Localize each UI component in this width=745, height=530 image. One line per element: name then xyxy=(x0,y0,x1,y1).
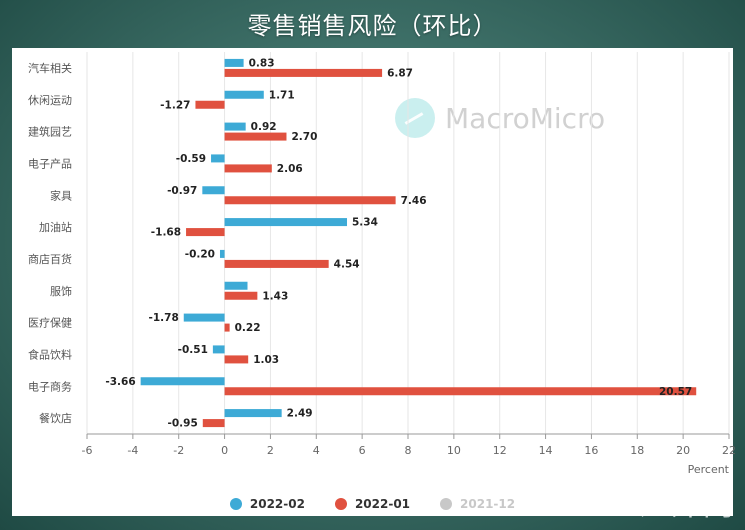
bar-2022-01 xyxy=(224,355,249,364)
bar-2022-01 xyxy=(224,387,697,396)
bar-2022-01 xyxy=(224,291,258,300)
bar-2022-02 xyxy=(224,122,246,131)
legend-label-2022-01: 2022-01 xyxy=(354,497,411,511)
chart-title: 零售销售风险（环比） xyxy=(247,12,498,40)
category-label: 加油站 xyxy=(39,220,72,234)
data-label: 1.71 xyxy=(269,89,295,101)
category-label: 餐饮店 xyxy=(39,411,72,425)
bar-2022-01 xyxy=(224,164,272,173)
data-label: -0.97 xyxy=(167,185,197,197)
data-label: 0.92 xyxy=(251,121,277,133)
legend-item-2022-01[interactable]: 2022-01 xyxy=(334,497,411,511)
data-label: 2.70 xyxy=(291,131,317,143)
bar-2022-01 xyxy=(224,323,230,332)
category-label: 电子产品 xyxy=(28,156,72,170)
data-label: -1.68 xyxy=(151,227,181,239)
category-label: 汽车相关 xyxy=(28,61,72,75)
category-label: 休闲运动 xyxy=(28,93,72,107)
category-label: 食品饮料 xyxy=(28,347,72,361)
data-label: 2.06 xyxy=(277,163,303,175)
bar-2022-02 xyxy=(224,58,244,67)
legend-dot-2021-12 xyxy=(440,498,453,510)
legend-item-2021-12[interactable]: 2021-12 xyxy=(440,497,515,511)
x-tick-label: 20 xyxy=(676,444,690,457)
macromicro-watermark: MacroMicro xyxy=(395,98,605,138)
bar-2022-02 xyxy=(140,377,225,386)
bar-2022-02 xyxy=(183,313,225,322)
bar-2022-01 xyxy=(224,68,383,77)
category-label: 建筑园艺 xyxy=(28,125,72,139)
data-label: -0.51 xyxy=(178,344,208,356)
bar-2022-02 xyxy=(202,186,225,195)
watermark-text: MacroMicro xyxy=(445,101,606,135)
category-label: 电子商务 xyxy=(28,379,72,393)
data-label: 0.22 xyxy=(235,322,261,334)
category-label: 医疗保健 xyxy=(28,316,72,330)
x-tick-label: 12 xyxy=(493,444,507,457)
bar-2022-01 xyxy=(224,259,329,268)
data-label: 4.54 xyxy=(334,258,360,270)
data-label: 1.03 xyxy=(253,354,279,366)
x-tick-label: -6 xyxy=(82,444,93,457)
category-label: 家具 xyxy=(50,188,72,202)
data-label: 0.83 xyxy=(249,57,275,69)
bar-2022-01 xyxy=(195,100,225,109)
bar-2022-01 xyxy=(224,132,287,141)
data-label: 7.46 xyxy=(401,195,427,207)
x-tick-label: 2 xyxy=(267,444,274,457)
legend-dot-2022-02 xyxy=(229,498,242,510)
data-label: -0.95 xyxy=(168,418,198,430)
bar-2022-01 xyxy=(224,196,396,205)
x-tick-label: 8 xyxy=(405,444,412,457)
data-label: -1.27 xyxy=(160,99,190,111)
x-tick-label: 6 xyxy=(359,444,366,457)
x-tick-label: 16 xyxy=(584,444,598,457)
category-label: 商店百货 xyxy=(28,252,72,266)
x-tick-label: -2 xyxy=(173,444,184,457)
data-label: -0.20 xyxy=(185,248,215,260)
x-tick-label: 10 xyxy=(447,444,461,457)
x-tick-label: 0 xyxy=(221,444,228,457)
bar-2022-01 xyxy=(202,419,225,428)
bar-2022-02 xyxy=(219,249,225,258)
legend-item-2022-02[interactable]: 2022-02 xyxy=(229,497,305,511)
data-label: 6.87 xyxy=(387,67,413,79)
legend-dot-2022-01 xyxy=(334,498,347,510)
data-label: -3.66 xyxy=(105,376,135,388)
x-axis-label: Percent xyxy=(688,463,730,476)
bar-2022-02 xyxy=(224,90,264,99)
legend-label-2021-12: 2021-12 xyxy=(460,497,516,511)
x-tick-label: 14 xyxy=(539,444,553,457)
legend: 2022-02 2022-01 2021-12 xyxy=(0,494,745,514)
data-label: 5.34 xyxy=(352,217,378,229)
x-tick-label: 22 xyxy=(722,444,736,457)
data-label: 20.57 xyxy=(659,386,692,398)
data-label: -1.78 xyxy=(148,312,178,324)
data-label: -0.59 xyxy=(176,153,206,165)
site-watermark: 汇外网 xyxy=(639,488,735,523)
bar-2022-02 xyxy=(212,345,225,354)
bar-2022-02 xyxy=(224,409,282,418)
x-tick-label: 18 xyxy=(630,444,644,457)
chart-panel xyxy=(12,48,733,516)
legend-label-2022-02: 2022-02 xyxy=(249,497,305,511)
bar-2022-02 xyxy=(211,154,225,163)
x-tick-label: 4 xyxy=(313,444,320,457)
bar-2022-01 xyxy=(186,228,225,237)
bar-2022-02 xyxy=(224,281,248,290)
data-label: 1.43 xyxy=(262,290,288,302)
macromicro-logo-icon xyxy=(395,98,435,138)
x-tick-label: -4 xyxy=(127,444,138,457)
category-label: 服饰 xyxy=(50,284,72,298)
bar-2022-02 xyxy=(224,218,348,227)
data-label: 2.49 xyxy=(287,408,313,420)
